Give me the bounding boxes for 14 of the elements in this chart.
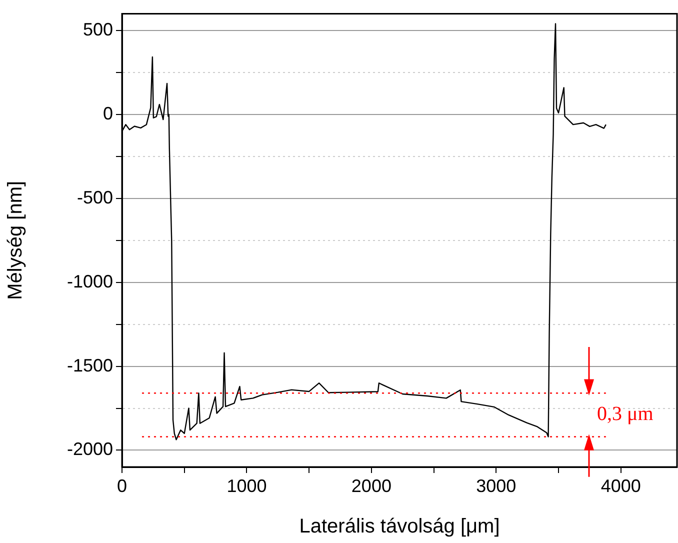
x-tick-label: 4000 bbox=[600, 476, 641, 496]
y-tick-label: -1500 bbox=[66, 355, 113, 376]
y-axis-title: Mélység [nm] bbox=[4, 180, 27, 300]
x-tick-label: 3000 bbox=[476, 476, 516, 496]
x-tick-label: 0 bbox=[116, 476, 128, 496]
y-tick-label: -500 bbox=[76, 187, 113, 208]
x-tick-label: 2000 bbox=[351, 476, 392, 496]
y-tick-label: -1000 bbox=[66, 271, 113, 292]
y-tick-label: 500 bbox=[82, 20, 113, 40]
x-tick-label: 1000 bbox=[226, 476, 267, 496]
x-axis-title: Laterális távolság [μm] bbox=[299, 516, 500, 538]
annotation: 0,3 μm bbox=[597, 403, 654, 426]
y-tick-label: 0 bbox=[102, 103, 113, 124]
y-tick-label: -2000 bbox=[66, 439, 113, 460]
